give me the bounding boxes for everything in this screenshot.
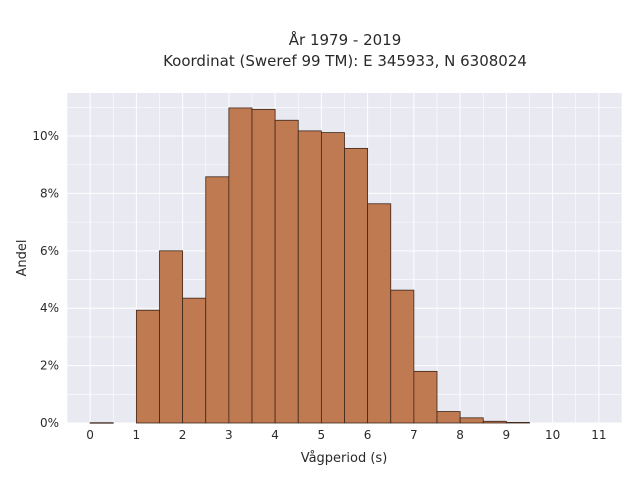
y-axis-label: Andel — [15, 240, 30, 277]
y-tick-label: 8% — [40, 186, 59, 200]
histogram-bar — [228, 107, 253, 424]
histogram-bar — [390, 289, 415, 424]
y-tick-label: 4% — [40, 301, 59, 315]
histogram-bar — [436, 411, 461, 424]
y-axis-ticks: 0% 2% 4% 6% 8% 10% — [32, 129, 59, 430]
x-tick-label: 4 — [271, 428, 279, 442]
x-axis-ticks: 0 1 2 3 4 5 6 7 8 9 10 11 — [86, 428, 606, 442]
x-tick-label: 0 — [86, 428, 94, 442]
histogram-bar — [182, 297, 207, 424]
x-tick-label: 10 — [545, 428, 560, 442]
histogram-bar — [274, 119, 299, 424]
histogram-bar — [135, 309, 160, 424]
x-tick-label: 1 — [133, 428, 141, 442]
histogram-bar — [320, 132, 345, 424]
x-axis-label: Vågperiod (s) — [301, 451, 388, 466]
chart-title: År 1979 - 2019 Koordinat (Sweref 99 TM):… — [163, 30, 527, 70]
x-tick-label: 7 — [410, 428, 418, 442]
x-tick-label: 8 — [456, 428, 464, 442]
histogram-bar — [159, 250, 184, 424]
x-tick-label: 5 — [318, 428, 326, 442]
histogram-bar — [505, 422, 530, 424]
histogram-bar — [459, 417, 484, 424]
histogram-bar — [205, 176, 230, 424]
bars — [89, 107, 530, 424]
histogram-bar — [413, 370, 438, 424]
y-tick-label: 0% — [40, 416, 59, 430]
y-tick-label: 10% — [32, 129, 59, 143]
histogram-bar — [297, 130, 322, 424]
chart-title-line-1: År 1979 - 2019 — [289, 30, 402, 49]
x-tick-label: 6 — [364, 428, 372, 442]
chart-title-line-2: Koordinat (Sweref 99 TM): E 345933, N 63… — [163, 52, 527, 70]
y-tick-label: 2% — [40, 359, 59, 373]
x-tick-label: 11 — [591, 428, 606, 442]
x-tick-label: 2 — [179, 428, 187, 442]
x-tick-label: 9 — [503, 428, 511, 442]
histogram-bar — [344, 147, 369, 424]
y-tick-label: 6% — [40, 244, 59, 258]
x-tick-label: 3 — [225, 428, 233, 442]
histogram-bar — [482, 420, 507, 424]
histogram-bar — [89, 422, 114, 424]
histogram-bar — [367, 203, 392, 424]
histogram-bar — [251, 108, 276, 424]
